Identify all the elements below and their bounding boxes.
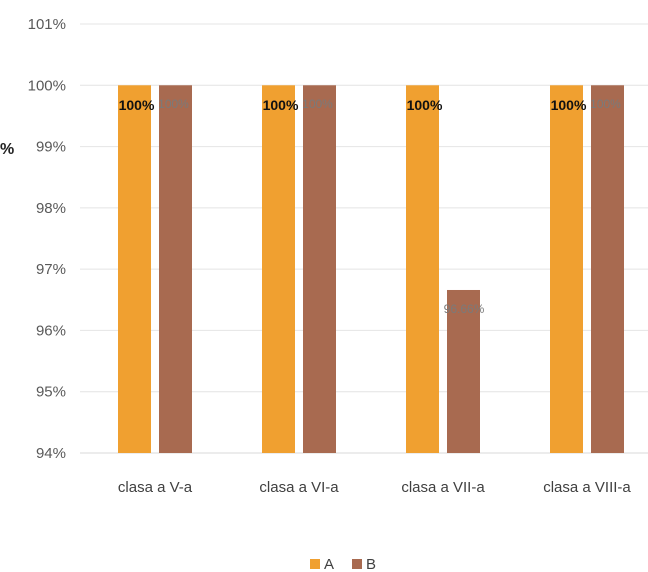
legend-label-a: A: [324, 556, 334, 572]
bar-b-4: [591, 85, 624, 454]
data-label-a-1: 100%: [119, 97, 155, 113]
y-axis-ticks: 94% 95% 96% 97% 98% 99% 100% 101%: [28, 16, 66, 462]
y-tick-label: 95%: [36, 384, 66, 401]
bar-a-1: [118, 85, 151, 454]
data-label-a-3: 100%: [407, 97, 443, 113]
data-label-b-2: 100%: [302, 97, 333, 111]
x-category-label: clasa a VI-a: [259, 479, 339, 496]
y-tick-label: 98%: [36, 200, 66, 217]
data-label-b-1: 100%: [158, 97, 189, 111]
x-category-label: clasa a VIII-a: [543, 479, 631, 496]
data-label-a-4: 100%: [551, 97, 587, 113]
x-category-label: clasa a VII-a: [401, 479, 485, 496]
y-tick-label: 100%: [28, 77, 66, 94]
y-axis-label: %: [0, 141, 14, 158]
data-labels: 100% 100% 100% 100% 100% 100% 100%96.66%: [119, 97, 622, 316]
x-axis-categories: clasa a V-a clasa a VI-a clasa a VII-a clas…: [118, 479, 632, 496]
data-label-b-3: 96.66%: [444, 302, 485, 316]
bars: [118, 85, 624, 454]
bar-b-1: [159, 85, 192, 454]
y-tick-label: 99%: [36, 139, 66, 156]
y-tick-label: 101%: [28, 16, 66, 33]
bar-a-3: [406, 85, 439, 454]
legend-label-b: B: [366, 556, 376, 572]
y-tick-label: 96%: [36, 322, 66, 339]
bar-a-4: [550, 85, 583, 454]
legend-swatch-a: [310, 559, 320, 569]
data-label-b-4: 100%: [590, 97, 621, 111]
y-tick-label: 97%: [36, 261, 66, 278]
bar-b-2: [303, 85, 336, 454]
legend-swatch-b: [352, 559, 362, 569]
bar-a-2: [262, 85, 295, 454]
x-category-label: clasa a V-a: [118, 479, 193, 496]
y-tick-label: 94%: [36, 445, 66, 462]
bar-b-3: [447, 289, 480, 453]
data-label-a-2: 100%: [263, 97, 299, 113]
